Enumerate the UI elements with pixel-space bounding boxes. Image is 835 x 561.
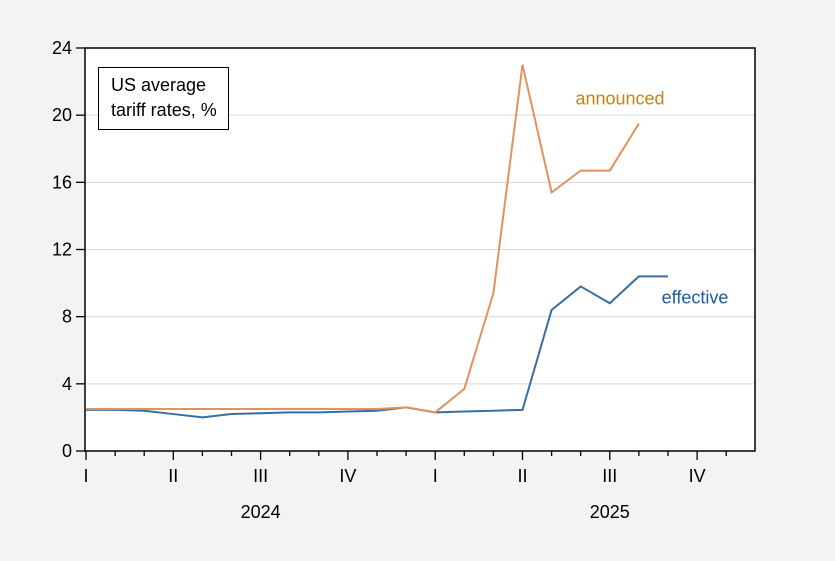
y-tick-label: 16 — [52, 172, 72, 192]
quarter-tick-label: IV — [339, 466, 356, 486]
quarter-tick-label: II — [168, 466, 178, 486]
year-label: 2024 — [241, 502, 281, 522]
announced-series-label: announced — [575, 88, 665, 109]
quarter-tick-label: III — [253, 466, 268, 486]
y-tick-label: 8 — [62, 307, 72, 327]
y-tick-label: 0 — [62, 441, 72, 461]
chart-title-line-2: tariff rates, % — [111, 100, 217, 120]
quarter-tick-label: I — [433, 466, 438, 486]
announced-line — [86, 64, 640, 414]
y-tick-label: 24 — [52, 38, 72, 58]
effective-line — [86, 275, 668, 419]
y-tick-label: 4 — [62, 374, 72, 394]
quarter-tick-label: III — [602, 466, 617, 486]
quarter-tick-label: IV — [689, 466, 706, 486]
quarter-tick-label: II — [517, 466, 527, 486]
chart-title-line-1: US average — [111, 75, 207, 95]
quarter-tick-label: I — [83, 466, 88, 486]
year-label: 2025 — [590, 502, 630, 522]
y-tick-label: 12 — [52, 240, 72, 260]
y-tick-label: 20 — [52, 105, 72, 125]
effective-series-label: effective — [661, 287, 729, 308]
chart-title-box: US average tariff rates, % — [98, 67, 229, 130]
